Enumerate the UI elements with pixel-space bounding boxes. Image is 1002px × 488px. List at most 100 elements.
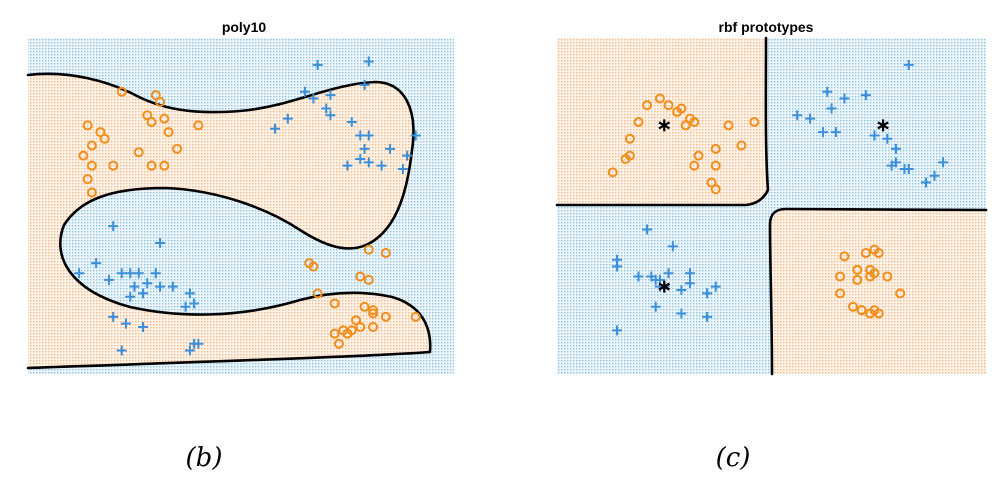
point-blue-plus-rbf [805,113,816,124]
point-orange-circle-poly10 [172,143,183,154]
point-orange-circle-poly10 [142,110,153,121]
point-blue-plus-rbf [929,170,940,181]
point-blue-plus-poly10 [299,86,310,97]
point-orange-circle-rbf [895,288,906,299]
point-blue-plus-rbf [676,285,687,295]
decision-boundary-top-left-rbf [555,36,770,207]
point-orange-circle-poly10 [82,120,93,131]
point-blue-plus-poly10 [133,268,144,279]
point-orange-circle-poly10 [368,305,379,316]
point-blue-plus-rbf [860,90,871,101]
prototype-star-rbf [658,119,671,132]
point-blue-plus-poly10 [385,143,396,154]
point-blue-plus-rbf [663,268,674,279]
point-blue-plus-rbf [642,224,653,235]
point-blue-plus-poly10 [359,80,370,91]
point-orange-circle-rbf [736,140,747,151]
point-blue-plus-rbf [938,157,949,168]
point-orange-circle-poly10 [342,328,353,339]
point-blue-plus-poly10 [74,268,85,279]
point-blue-plus-poly10 [120,318,131,329]
point-orange-circle-rbf [860,248,871,259]
prototype-star-rbf [877,119,889,132]
point-blue-plus-poly10 [321,103,332,114]
point-orange-circle-poly10 [86,187,97,198]
point-blue-plus-poly10 [138,321,149,332]
point-blue-plus-poly10 [308,93,319,104]
point-orange-circle-rbf [852,274,863,285]
point-blue-plus-rbf [839,93,850,104]
panel-rbf-prototypes: rbf prototypes [555,19,988,376]
point-orange-circle-rbf [710,160,721,171]
point-blue-plus-rbf [667,241,678,252]
point-orange-circle-rbf [624,133,635,144]
orange-region-bottom-right-rbf [770,209,986,374]
point-blue-plus-rbf [920,177,931,188]
point-orange-circle-poly10 [333,338,344,349]
point-orange-circle-rbf [723,120,734,131]
point-blue-plus-rbf [676,308,687,319]
point-blue-plus-rbf [792,110,803,121]
point-blue-plus-poly10 [138,288,149,299]
point-orange-circle-poly10 [108,160,119,171]
point-orange-circle-rbf [633,117,644,127]
point-blue-plus-rbf [886,160,897,171]
point-blue-plus-poly10 [103,274,114,285]
point-orange-circle-rbf [607,167,618,178]
point-blue-plus-rbf [817,127,828,138]
point-orange-circle-poly10 [368,321,379,332]
point-blue-plus-poly10 [355,153,366,164]
point-blue-plus-rbf [702,288,713,299]
point-orange-circle-rbf [839,251,850,262]
point-orange-circle-rbf [749,117,760,127]
point-blue-plus-rbf [710,281,721,292]
point-blue-plus-poly10 [142,278,153,289]
point-orange-circle-rbf [710,184,721,195]
point-orange-circle-rbf [689,160,700,171]
point-orange-circle-poly10 [380,248,391,259]
orange-region-top-left-rbf [557,38,768,205]
point-blue-plus-poly10 [108,311,119,322]
point-blue-plus-poly10 [125,268,136,279]
point-blue-plus-poly10 [270,123,281,134]
point-orange-circle-poly10 [78,150,89,161]
point-blue-plus-rbf [899,164,910,175]
caption-c: (c) [716,443,751,473]
point-blue-plus-poly10 [376,160,387,171]
prototype-star-rbf [658,280,671,293]
point-blue-plus-poly10 [397,164,408,175]
point-orange-circle-poly10 [159,113,170,124]
point-blue-plus-poly10 [402,150,413,161]
point-orange-circle-poly10 [308,261,319,272]
point-blue-plus-poly10 [355,130,366,141]
point-orange-circle-poly10 [159,160,170,171]
point-orange-circle-poly10 [146,160,157,171]
point-orange-circle-rbf [835,288,846,299]
point-blue-plus-poly10 [184,288,195,299]
point-orange-circle-rbf [642,100,653,111]
decision-boundary-upper-poly10 [26,72,432,370]
point-blue-plus-rbf [650,301,661,312]
decision-boundary-bottom-right-rbf [768,207,988,376]
point-orange-circle-poly10 [329,328,340,339]
point-orange-circle-poly10 [116,86,127,97]
point-orange-circle-rbf [856,305,867,316]
point-orange-circle-poly10 [133,147,144,158]
point-orange-circle-poly10 [82,174,93,185]
point-blue-plus-poly10 [325,110,336,121]
point-blue-plus-poly10 [312,59,323,70]
point-blue-plus-poly10 [325,90,336,101]
point-orange-circle-rbf [680,120,691,131]
point-blue-plus-rbf [869,130,880,141]
point-orange-circle-poly10 [359,301,370,312]
point-blue-plus-poly10 [116,345,127,356]
point-blue-plus-poly10 [167,281,178,292]
chart-title-rbf: rbf prototypes [719,19,814,35]
point-orange-circle-rbf [852,264,863,275]
point-blue-plus-rbf [684,278,695,289]
point-orange-circle-poly10 [351,315,362,326]
point-orange-circle-rbf [684,113,695,124]
point-orange-circle-poly10 [163,127,174,138]
point-orange-circle-poly10 [155,96,166,107]
point-orange-circle-rbf [865,308,876,319]
